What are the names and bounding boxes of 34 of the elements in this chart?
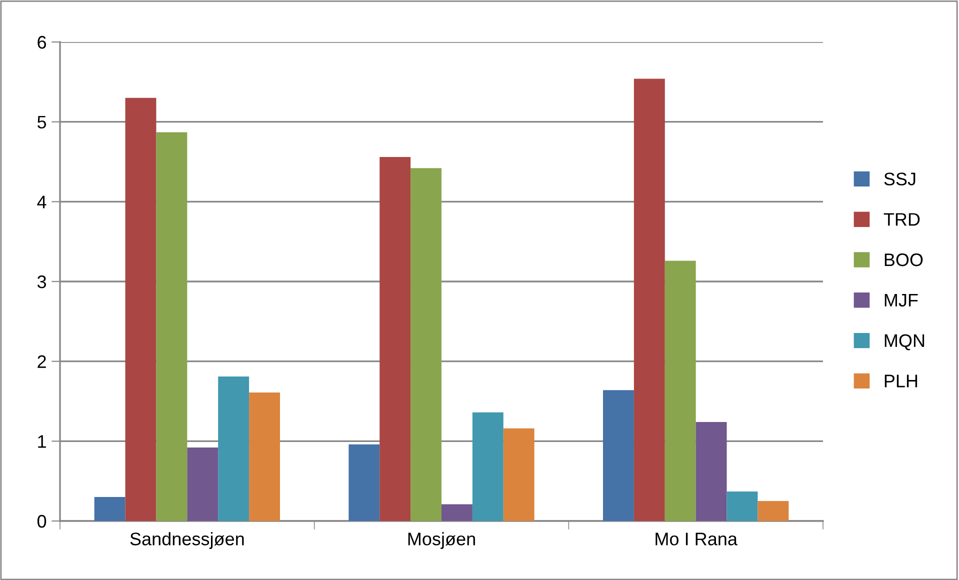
y-tick-label: 3 [37, 275, 46, 288]
y-tick-label: 2 [38, 355, 46, 368]
bar [603, 390, 634, 521]
bar [94, 497, 126, 521]
x-tick-label: Sandnessjøen [130, 532, 244, 549]
bar [380, 156, 411, 521]
bar [634, 78, 665, 521]
bar [726, 491, 758, 521]
bar [410, 168, 442, 521]
bar [503, 428, 534, 521]
bar [348, 444, 380, 521]
bar [442, 504, 472, 521]
bar [125, 98, 156, 521]
legend-label: SSJ [884, 172, 916, 186]
x-tick-label: Mosjøen [408, 532, 475, 549]
legend-label: MJF [884, 294, 918, 307]
bar [696, 422, 727, 521]
y-tick-label: 6 [38, 36, 46, 49]
bar [218, 376, 250, 521]
bar [472, 412, 504, 521]
bar [187, 448, 218, 521]
bar [249, 392, 280, 521]
y-tick-label: 4 [37, 196, 46, 208]
bar [758, 501, 789, 521]
legend-label: MQN [884, 334, 924, 350]
legend-label: BOO [884, 253, 923, 266]
bar [664, 260, 696, 521]
y-tick-label: 5 [37, 116, 46, 129]
y-tick-label: 1 [38, 435, 46, 448]
legend-label: PLH [884, 374, 918, 388]
x-tick-label: Mo I Rana [656, 532, 738, 546]
legend-label: TRD [884, 213, 920, 226]
y-tick-label: 0 [37, 514, 46, 528]
bar [156, 132, 188, 521]
